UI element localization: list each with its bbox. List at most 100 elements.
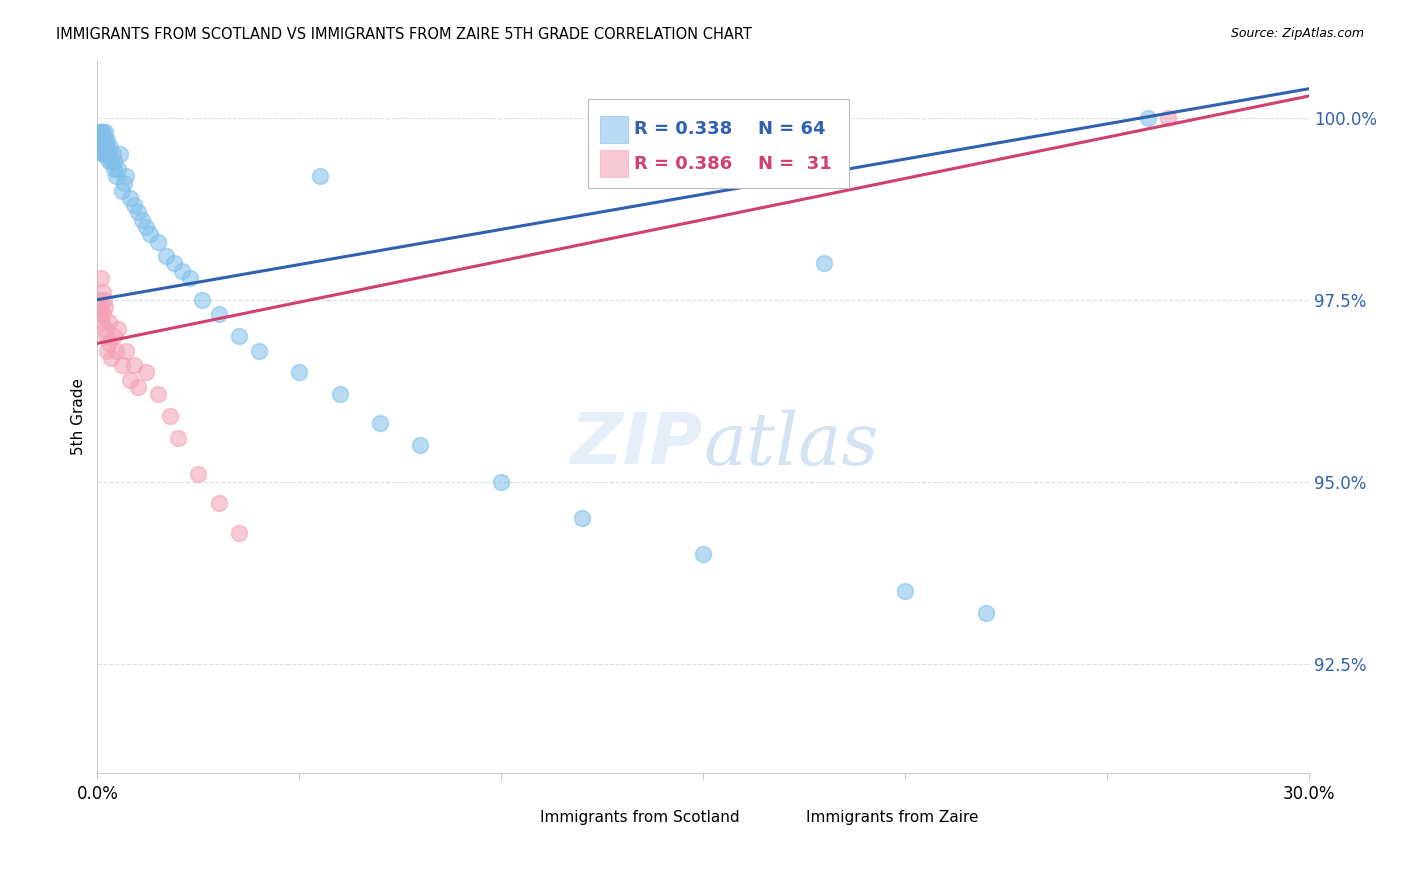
Point [103, 161, 125, 176]
Point [172, 263, 194, 277]
Point [93, 322, 115, 336]
Point [90, 133, 112, 147]
Point [228, 525, 250, 540]
Point [98, 147, 121, 161]
Point [207, 307, 229, 321]
Point [894, 583, 917, 598]
Point [93, 140, 115, 154]
Point [813, 256, 835, 270]
Point [90, 140, 112, 154]
Point [131, 212, 153, 227]
Point [94, 125, 117, 139]
Point [89, 133, 111, 147]
Point [110, 358, 132, 372]
Text: Immigrants from Scotland: Immigrants from Scotland [540, 810, 740, 825]
Point [409, 438, 432, 452]
Point [96, 343, 118, 358]
Point [89, 125, 111, 139]
Point [89, 307, 111, 321]
Point [96, 147, 118, 161]
Text: R = 0.338: R = 0.338 [634, 120, 733, 138]
Point [94, 147, 117, 161]
Point [1157, 111, 1180, 125]
Point [100, 154, 122, 169]
Y-axis label: 5th Grade: 5th Grade [72, 377, 86, 455]
Point [135, 219, 157, 234]
Point [491, 475, 513, 489]
Point [104, 343, 127, 358]
Point [97, 154, 120, 169]
Point [288, 366, 311, 380]
Point [101, 147, 124, 161]
Point [107, 322, 129, 336]
Point [93, 293, 115, 307]
Bar [770, 807, 797, 829]
Point [93, 307, 115, 321]
Point [94, 133, 117, 147]
Text: N = 64: N = 64 [758, 120, 825, 138]
Bar [600, 116, 628, 143]
Point [89, 293, 111, 307]
Text: N =  31: N = 31 [758, 154, 831, 173]
Point [98, 140, 121, 154]
Point [974, 606, 997, 620]
Point [103, 154, 125, 169]
Point [122, 198, 145, 212]
Point [207, 496, 229, 510]
Point [247, 343, 270, 358]
Point [97, 314, 120, 328]
Point [114, 169, 136, 183]
Point [127, 380, 149, 394]
Point [139, 227, 162, 242]
Point [91, 125, 114, 139]
Point [1136, 111, 1159, 125]
Point [118, 191, 141, 205]
FancyBboxPatch shape [588, 99, 849, 188]
Point [90, 133, 112, 147]
Point [90, 140, 112, 154]
Point [93, 125, 115, 139]
Point [187, 467, 209, 482]
Point [93, 140, 115, 154]
Point [96, 140, 118, 154]
Point [90, 271, 112, 285]
Point [692, 548, 714, 562]
Text: R = 0.386: R = 0.386 [634, 154, 733, 173]
Text: Immigrants from Zaire: Immigrants from Zaire [806, 810, 979, 825]
Point [179, 271, 201, 285]
Point [90, 300, 112, 314]
Point [159, 409, 181, 424]
Point [228, 329, 250, 343]
Point [90, 125, 112, 139]
Point [91, 133, 114, 147]
Point [91, 285, 114, 300]
Point [114, 343, 136, 358]
Point [93, 147, 115, 161]
Point [93, 133, 115, 147]
Point [96, 133, 118, 147]
Point [368, 417, 391, 431]
Point [155, 249, 177, 263]
Point [91, 147, 114, 161]
Text: ZIP: ZIP [571, 410, 703, 479]
Point [329, 387, 352, 401]
Point [167, 431, 190, 445]
Point [94, 300, 117, 314]
Point [112, 176, 135, 190]
Point [191, 293, 214, 307]
Point [135, 366, 157, 380]
Bar [503, 807, 530, 829]
Point [100, 351, 122, 365]
Text: IMMIGRANTS FROM SCOTLAND VS IMMIGRANTS FROM ZAIRE 5TH GRADE CORRELATION CHART: IMMIGRANTS FROM SCOTLAND VS IMMIGRANTS F… [56, 27, 752, 42]
Point [91, 314, 114, 328]
Point [97, 147, 120, 161]
Point [163, 256, 186, 270]
Point [118, 373, 141, 387]
Point [107, 161, 129, 176]
Point [108, 147, 131, 161]
Point [103, 329, 125, 343]
Point [110, 184, 132, 198]
Point [104, 169, 127, 183]
Point [122, 358, 145, 372]
Point [89, 140, 111, 154]
